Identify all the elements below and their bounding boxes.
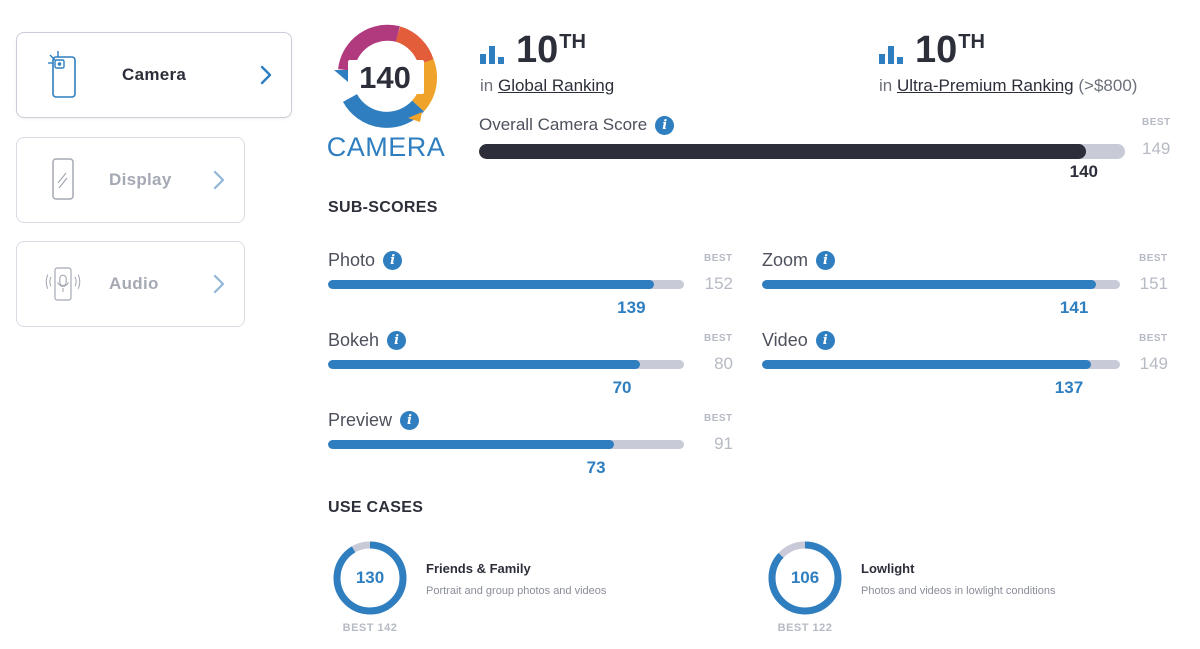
- subscore-value: 137: [1054, 378, 1084, 397]
- tab-label: Audio: [109, 274, 159, 293]
- subscore-fill: [328, 360, 640, 369]
- best-value: 152: [704, 274, 733, 293]
- camera-score-badge: 140 CAMERA: [326, 22, 446, 167]
- subscore-value: 73: [586, 458, 606, 477]
- bar-chart-icon: [879, 46, 903, 64]
- overall-score-bar: [479, 144, 1125, 159]
- camera-phone-icon: [43, 50, 83, 100]
- subscore-bar: [762, 280, 1120, 289]
- subscore-label-text: Preview: [328, 410, 393, 430]
- phone-audio-icon: [43, 259, 83, 309]
- rank-suffix: TH: [958, 31, 985, 53]
- info-icon[interactable]: i: [383, 251, 403, 270]
- use-case-score: 130: [355, 568, 385, 587]
- best-value: 149: [1142, 139, 1171, 158]
- phone-display-icon: [43, 155, 83, 205]
- info-icon[interactable]: i: [815, 331, 835, 350]
- badge-score: 140: [359, 60, 411, 95]
- subscore-fill: [762, 360, 1092, 369]
- subscore-label: Video i: [762, 330, 835, 351]
- best-value: 151: [1139, 274, 1168, 293]
- subscore-label: Bokeh i: [328, 330, 407, 351]
- rank-prefix: in: [879, 76, 893, 95]
- subscore-bar: [328, 440, 684, 449]
- use-case-title: Friends & Family: [426, 561, 531, 576]
- subscore-bar: [762, 360, 1120, 369]
- overall-score-value: 140: [1069, 162, 1098, 181]
- subscores-title: SUB-SCORES: [328, 199, 438, 216]
- overall-score-fill: [479, 144, 1086, 159]
- tab-camera[interactable]: Camera: [16, 32, 292, 118]
- use-case-description: Photos and videos in lowlight conditions: [861, 585, 1056, 597]
- rank-suffix: TH: [559, 31, 586, 53]
- use-cases-title: USE CASES: [328, 499, 424, 516]
- donut-fill: [768, 541, 842, 615]
- subscore-label-text: Photo: [328, 250, 376, 270]
- best-tag: BEST: [704, 333, 733, 344]
- overall-label-text: Overall Camera Score: [479, 115, 648, 134]
- subscore-bar: [328, 280, 684, 289]
- tab-display[interactable]: Display: [16, 137, 245, 223]
- tab-audio[interactable]: Audio: [16, 241, 245, 327]
- rank-prefix: in: [480, 76, 494, 95]
- use-case-donut: [333, 541, 407, 615]
- best-tag: BEST: [704, 253, 733, 264]
- subscore-fill: [328, 280, 654, 289]
- bar-chart-icon: [480, 46, 504, 64]
- info-icon[interactable]: i: [816, 251, 836, 270]
- subscore-bar: [328, 360, 684, 369]
- subscore-label-text: Zoom: [762, 250, 809, 270]
- subscore-fill: [328, 440, 614, 449]
- price-note: (>$800): [1078, 76, 1138, 95]
- badge-label: CAMERA: [326, 132, 446, 162]
- subscore-value: 70: [612, 378, 632, 397]
- segment-ranking: 10 TH in Ultra-Premium Ranking (>$800): [879, 30, 1137, 96]
- donut-fill: [333, 541, 407, 615]
- chevron-right-icon: [213, 170, 225, 190]
- badge-ring-icon: [334, 24, 438, 128]
- info-icon[interactable]: i: [400, 411, 420, 430]
- subscore-label-text: Video: [762, 330, 808, 350]
- best-tag: BEST: [1142, 117, 1171, 128]
- subscore-label: Photo i: [328, 250, 403, 271]
- subscore-label-text: Bokeh: [328, 330, 380, 350]
- use-case-best: BEST 142: [342, 622, 398, 634]
- best-tag: BEST: [1139, 333, 1168, 344]
- global-ranking-link[interactable]: Global Ranking: [497, 76, 615, 95]
- use-case-score: 106: [790, 568, 820, 587]
- overall-score-label: Overall Camera Score i: [479, 115, 675, 135]
- subscore-value: 141: [1059, 298, 1089, 317]
- rank-number: 10: [516, 29, 559, 71]
- ultra-premium-ranking-link[interactable]: Ultra-Premium Ranking: [896, 76, 1074, 95]
- best-value: 149: [1139, 354, 1168, 373]
- subscore-label: Preview i: [328, 410, 420, 431]
- best-value: 91: [714, 434, 733, 453]
- chevron-right-icon: [213, 274, 225, 294]
- subscore-fill: [762, 280, 1097, 289]
- rank-number: 10: [915, 29, 958, 71]
- subscore-value: 139: [617, 298, 646, 317]
- best-tag: BEST: [704, 413, 733, 424]
- tab-label: Camera: [122, 65, 187, 84]
- use-case-description: Portrait and group photos and videos: [426, 585, 607, 597]
- global-ranking: 10 TH in Global Ranking: [480, 30, 614, 96]
- subscore-label: Zoom i: [762, 250, 836, 271]
- best-tag: BEST: [1139, 253, 1168, 264]
- info-icon[interactable]: i: [387, 331, 407, 350]
- best-value: 80: [714, 354, 733, 373]
- info-icon[interactable]: i: [655, 115, 675, 135]
- chevron-right-icon: [260, 65, 272, 85]
- use-case-title: Lowlight: [861, 561, 915, 576]
- use-case-donut: [768, 541, 842, 615]
- use-case-best: BEST 122: [777, 622, 833, 634]
- tab-label: Display: [109, 170, 172, 189]
